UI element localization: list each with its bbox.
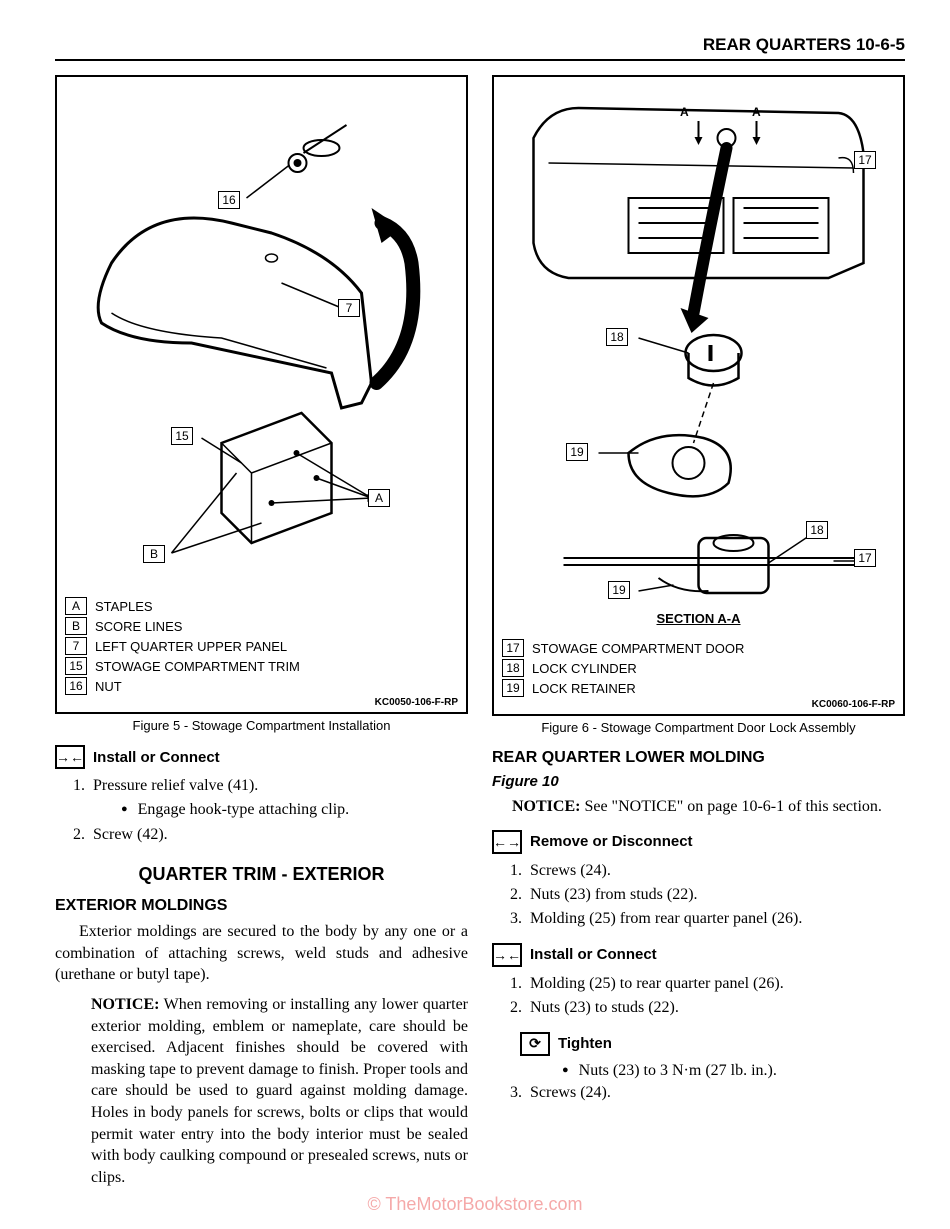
tighten-bullets: Nuts (23) to 3 N·m (27 lb. in.). (562, 1062, 905, 1080)
legend-box: B (65, 617, 87, 635)
callout-19b: 19 (608, 581, 630, 599)
legend-text: LEFT QUARTER UPPER PANEL (95, 639, 287, 654)
legend-box: A (65, 597, 87, 615)
legend-text: STAPLES (95, 599, 153, 614)
callout-17: 17 (854, 151, 876, 169)
remove-label: Remove or Disconnect (530, 833, 693, 850)
figure-reference: Figure 10 (492, 773, 905, 790)
notice-text: See "NOTICE" on page 10-6-1 of this sect… (580, 798, 881, 815)
legend-box: 17 (502, 639, 524, 657)
install-label: Install or Connect (93, 749, 220, 766)
figure-6-caption: Figure 6 - Stowage Compartment Door Lock… (492, 720, 905, 735)
step-item: Nuts (23) from studs (22). (526, 884, 905, 906)
callout-18b: 18 (806, 521, 828, 539)
legend-text: LOCK RETAINER (532, 681, 636, 696)
install-connect-header: →← Install or Connect (55, 745, 468, 769)
remove-icon: ←→ (492, 830, 522, 854)
step-item: Screws (24). (526, 1082, 905, 1104)
left-column: 16 7 15 A B A STAPLES B SCORE LINES 7 LEFT … (55, 75, 468, 1192)
callout-18: 18 (606, 328, 628, 346)
section-title: QUARTER TRIM - EXTERIOR (55, 864, 468, 885)
figure-5-illustration: 16 7 15 A B (65, 83, 458, 593)
notice-paragraph: NOTICE: See "NOTICE" on page 10-6-1 of t… (512, 796, 905, 818)
step-item: Screws (24). (526, 860, 905, 882)
section-arrow-a2: A (752, 105, 761, 119)
section-aa-label: SECTION A-A (502, 611, 895, 626)
legend-text: STOWAGE COMPARTMENT TRIM (95, 659, 300, 674)
install-icon: →← (492, 943, 522, 967)
figure-5-legend: A STAPLES B SCORE LINES 7 LEFT QUARTER UPPE… (65, 597, 458, 695)
tighten-header: ⟳ Tighten (520, 1032, 905, 1056)
step-text: Pressure relief valve (41). (93, 777, 258, 794)
legend-box: 15 (65, 657, 87, 675)
figure-6-code: KC0060-106-F-RP (502, 699, 895, 710)
page-header: REAR QUARTERS 10-6-5 (55, 35, 905, 61)
legend-box: 7 (65, 637, 87, 655)
install-steps: Molding (25) to rear quarter panel (26).… (526, 973, 905, 1020)
figure-5-box: 16 7 15 A B A STAPLES B SCORE LINES 7 LEFT … (55, 75, 468, 714)
notice-label: NOTICE: (91, 996, 159, 1013)
legend-box: 16 (65, 677, 87, 695)
figure-5-caption: Figure 5 - Stowage Compartment Installat… (55, 718, 468, 733)
right-column: A A 17 18 19 18 17 19 SECTION A-A 17 STOW… (492, 75, 905, 1192)
remove-disconnect-header: ←→ Remove or Disconnect (492, 830, 905, 854)
remove-steps: Screws (24). Nuts (23) from studs (22). … (526, 860, 905, 931)
step-item: Molding (25) from rear quarter panel (26… (526, 908, 905, 930)
callout-17b: 17 (854, 549, 876, 567)
callout-A: A (368, 489, 390, 507)
body-paragraph: Exterior moldings are secured to the bod… (55, 921, 468, 986)
callout-15: 15 (171, 427, 193, 445)
install-icon: →← (55, 745, 85, 769)
install-connect-header: →← Install or Connect (492, 943, 905, 967)
legend-text: LOCK CYLINDER (532, 661, 637, 676)
step-item: Screw (42). (89, 824, 468, 846)
bullet-item: Nuts (23) to 3 N·m (27 lb. in.). (562, 1062, 905, 1080)
two-column-layout: 16 7 15 A B A STAPLES B SCORE LINES 7 LEFT … (55, 75, 905, 1192)
notice-text: When removing or installing any lower qu… (91, 996, 468, 1186)
figure-5-code: KC0050-106-F-RP (65, 697, 458, 708)
watermark: © TheMotorBookstore.com (367, 1194, 582, 1215)
subsection-title: EXTERIOR MOLDINGS (55, 897, 468, 915)
legend-text: NUT (95, 679, 122, 694)
callout-19: 19 (566, 443, 588, 461)
figure-6-legend: 17 STOWAGE COMPARTMENT DOOR 18 LOCK CYLIND… (502, 639, 895, 697)
step-item: Nuts (23) to studs (22). (526, 997, 905, 1019)
section-arrow-a1: A (680, 105, 689, 119)
notice-label: NOTICE: (512, 798, 580, 815)
figure-6-illustration: A A 17 18 19 18 17 19 SECTION A-A (502, 83, 895, 635)
install-steps-cont: Screws (24). (526, 1082, 905, 1104)
install-steps: Pressure relief valve (41). Engage hook-… (89, 775, 468, 846)
step-item: Molding (25) to rear quarter panel (26). (526, 973, 905, 995)
notice-paragraph: NOTICE: When removing or installing any … (91, 994, 468, 1188)
figure-6-box: A A 17 18 19 18 17 19 SECTION A-A 17 STOW… (492, 75, 905, 716)
legend-text: SCORE LINES (95, 619, 182, 634)
tighten-label: Tighten (558, 1035, 612, 1052)
bullet-item: Engage hook-type attaching clip. (117, 799, 468, 821)
legend-box: 19 (502, 679, 524, 697)
step-item: Pressure relief valve (41). Engage hook-… (89, 775, 468, 822)
callout-16: 16 (218, 191, 240, 209)
tighten-icon: ⟳ (520, 1032, 550, 1056)
callout-7: 7 (338, 299, 360, 317)
callout-B: B (143, 545, 165, 563)
legend-text: STOWAGE COMPARTMENT DOOR (532, 641, 744, 656)
install-label: Install or Connect (530, 946, 657, 963)
legend-box: 18 (502, 659, 524, 677)
subsection-title: REAR QUARTER LOWER MOLDING (492, 749, 905, 767)
